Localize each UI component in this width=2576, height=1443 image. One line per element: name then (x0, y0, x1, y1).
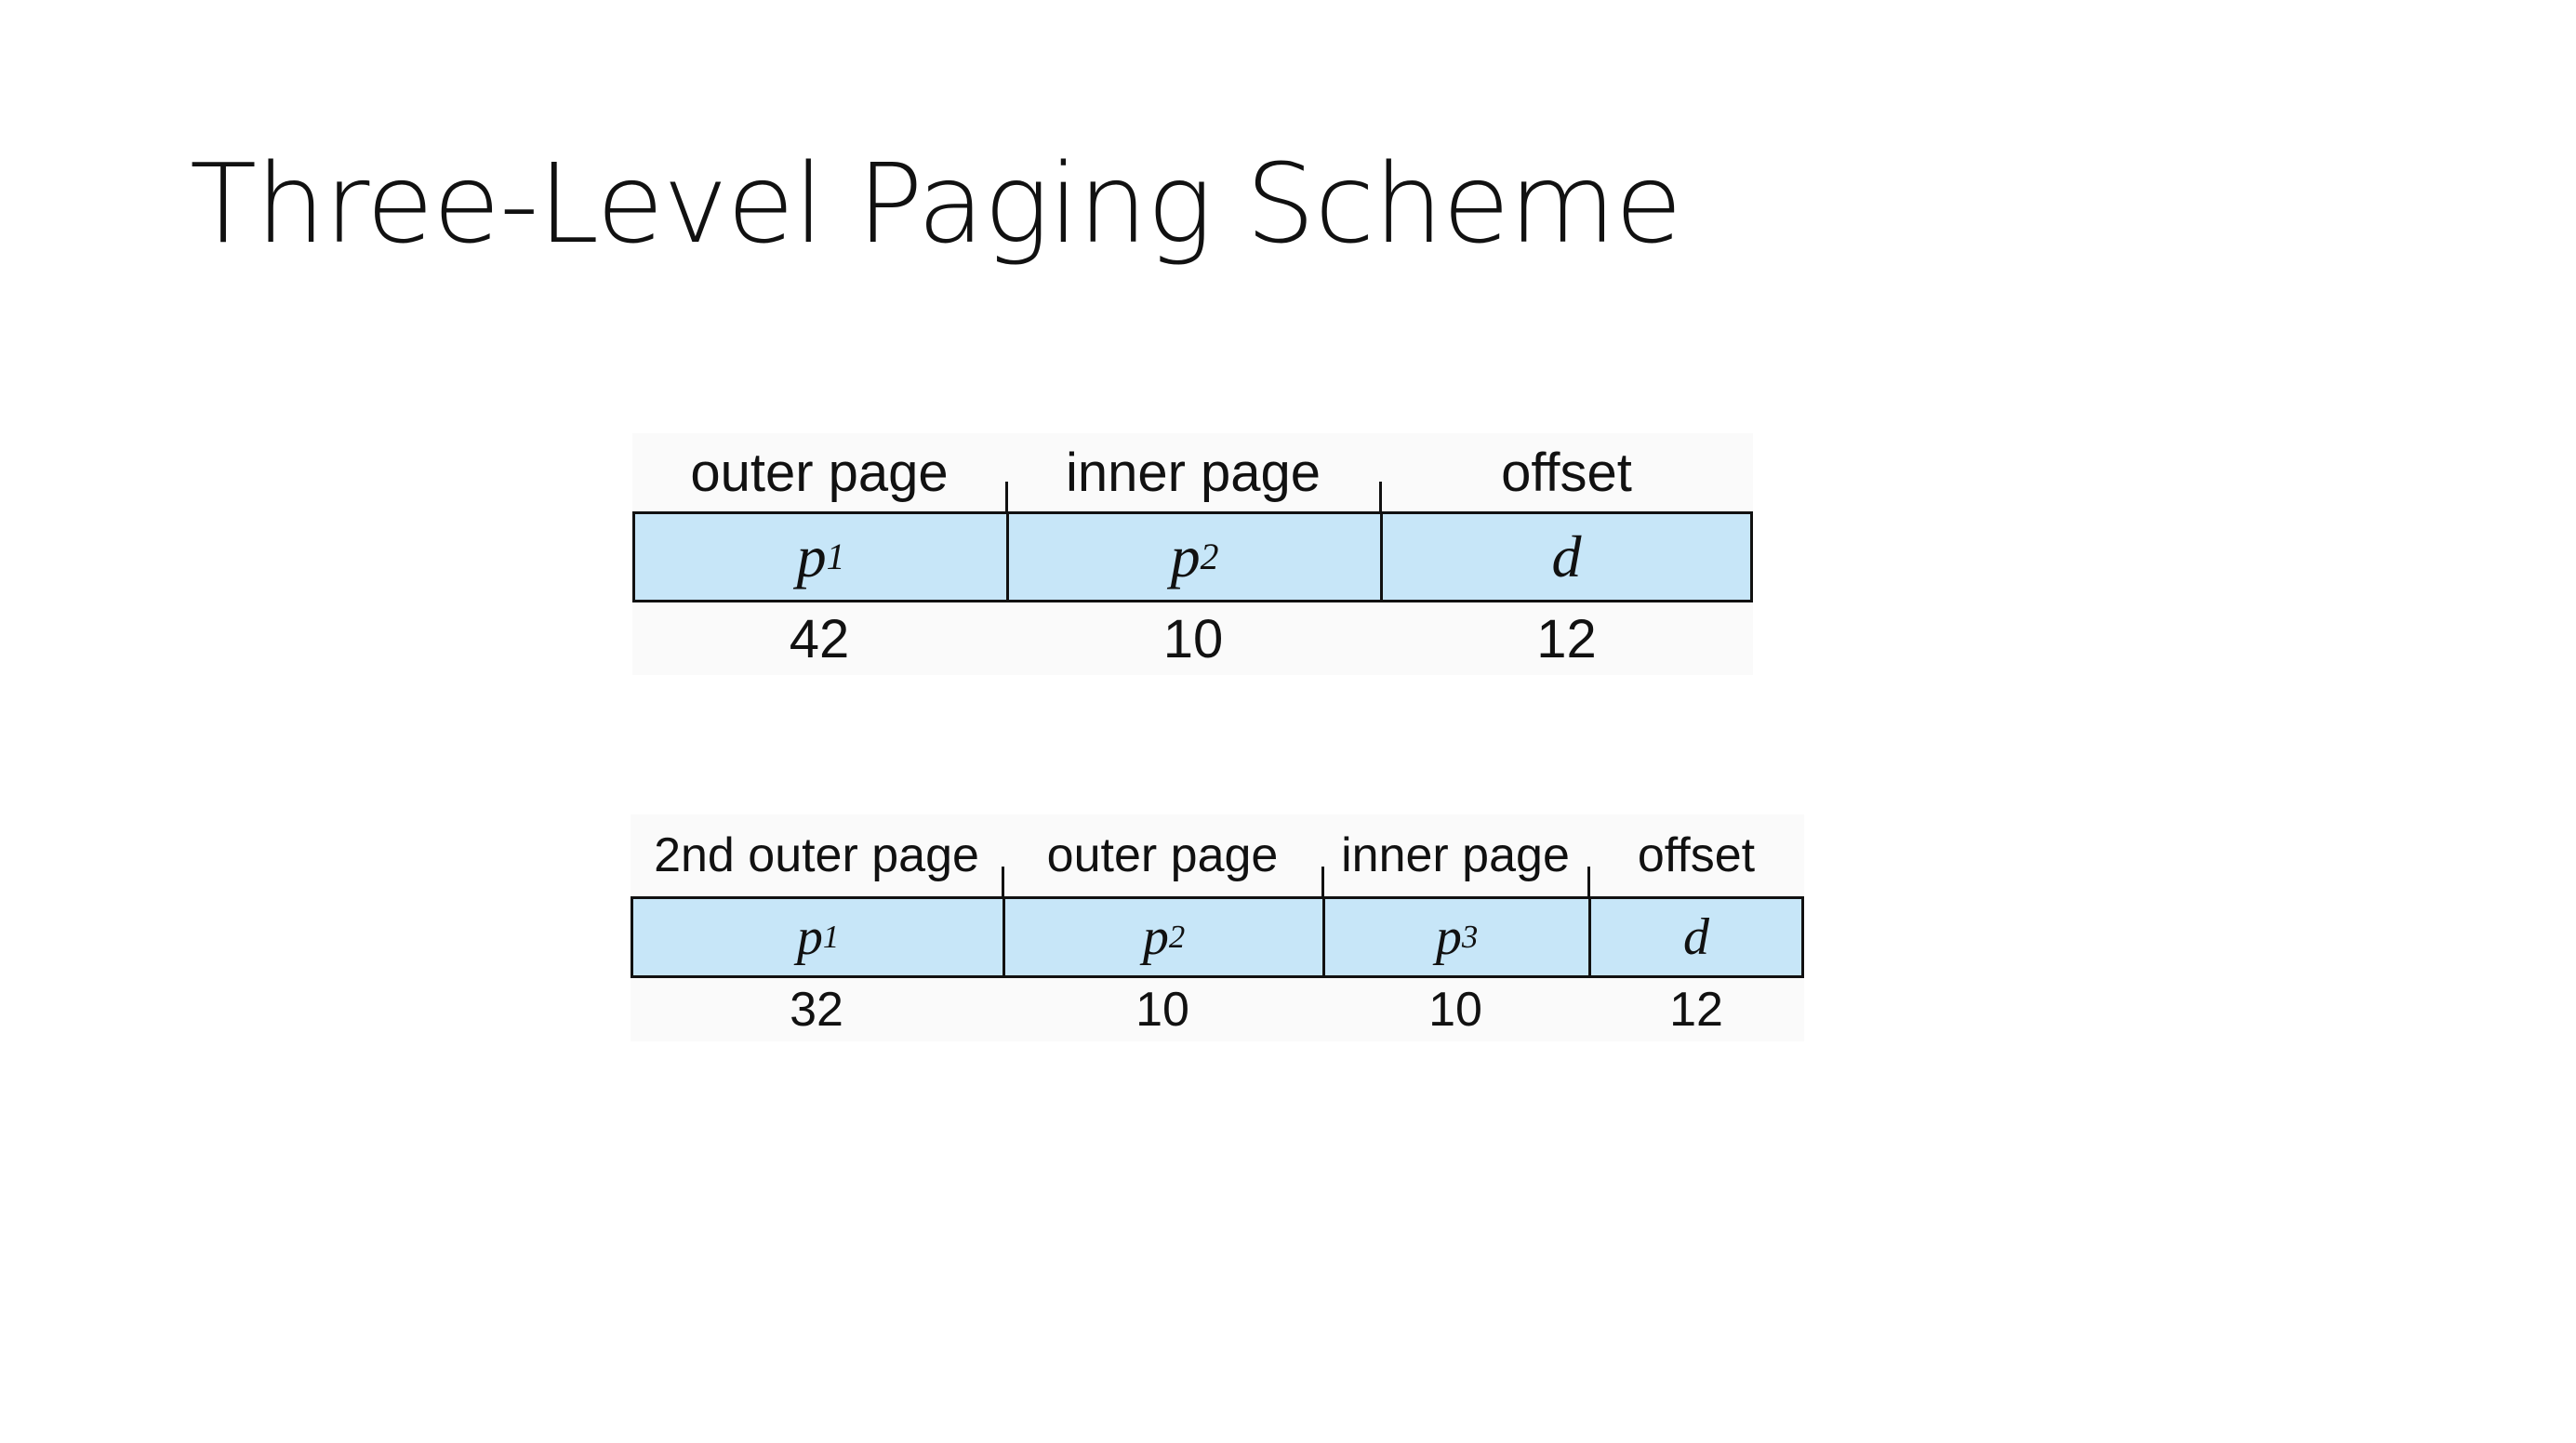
field-subscript: 3 (1461, 919, 1479, 955)
field-symbol: p (796, 908, 823, 966)
field-symbol: p (1170, 523, 1201, 589)
field-label-outer-page: outer page (1003, 814, 1324, 896)
bit-size-outer-page: 10 (1135, 983, 1189, 1037)
bit-size-inner-page: 10 (1162, 608, 1224, 669)
divider-tick (1002, 867, 1004, 896)
field-symbol: p (796, 523, 827, 589)
bit-size-outer-page: 42 (789, 608, 850, 669)
bit-size-offset: 12 (1669, 983, 1723, 1037)
bit-size-row: 42 10 12 (632, 602, 1753, 675)
field-label-text: inner page (1341, 828, 1570, 882)
field-label-inner-page: inner page (1322, 814, 1590, 896)
divider-tick (1005, 482, 1008, 511)
field-symbol: d (1683, 908, 1709, 966)
slide-title: Three-Level Paging Scheme (190, 139, 1682, 268)
field-label-text: 2nd outer page (654, 828, 979, 882)
bit-size-offset: 12 (1536, 608, 1597, 669)
field-symbol: d (1551, 523, 1582, 589)
field-d: d (1591, 899, 1801, 975)
field-label-offset: offset (1380, 433, 1753, 511)
field-subscript: 1 (826, 536, 845, 577)
field-subscript: 2 (1200, 536, 1219, 577)
field-d: d (1383, 514, 1750, 600)
field-label-text: offset (1637, 828, 1756, 882)
field-label-2nd-outer-page: 2nd outer page (631, 814, 1004, 896)
field-label-offset: offset (1588, 814, 1804, 896)
bit-size-row: 32 10 10 12 (631, 978, 1804, 1041)
field-label-outer-page: outer page (632, 433, 1008, 511)
field-label-inner-page: inner page (1006, 433, 1382, 511)
field-label-text: inner page (1065, 442, 1321, 503)
field-label-row: 2nd outer page outer page inner page off… (631, 814, 1804, 896)
field-label-row: outer page inner page offset (632, 433, 1753, 511)
field-symbol: p (1142, 908, 1169, 966)
field-label-text: outer page (690, 442, 949, 503)
field-label-text: outer page (1046, 828, 1279, 882)
three-level-address-diagram: 2nd outer page outer page inner page off… (631, 814, 1804, 1041)
bit-size-2nd-outer-page: 32 (790, 983, 843, 1037)
field-symbol: p (1435, 908, 1462, 966)
divider-tick (1587, 867, 1590, 896)
field-subscript: 1 (822, 919, 840, 955)
divider-tick (1321, 867, 1324, 896)
divider-tick (1379, 482, 1382, 511)
bit-size-inner-page: 10 (1428, 983, 1482, 1037)
field-label-text: offset (1501, 442, 1632, 503)
field-subscript: 2 (1168, 919, 1186, 955)
